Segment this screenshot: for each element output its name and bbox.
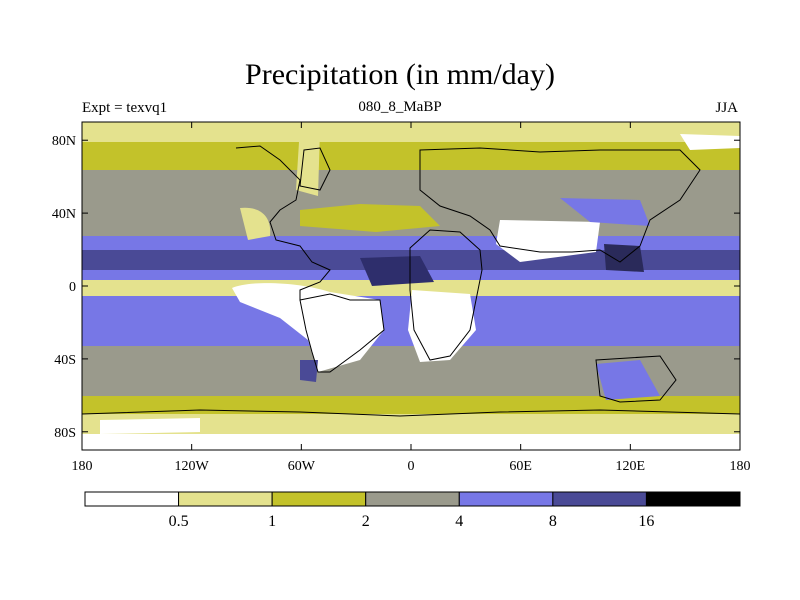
colorbar-threshold-label: 0.5 [169, 513, 189, 530]
lat-tick-label: 40N [52, 207, 76, 222]
lon-tick-label: 180 [730, 459, 751, 474]
wet-region-australia-south [596, 360, 660, 400]
colorbar: 0.5 1 2 4 8 16 [84, 491, 741, 530]
coastline-greenland [299, 147, 331, 191]
subtropical-atlantic [300, 204, 440, 232]
lon-tick-label: 0 [408, 459, 415, 474]
coastline-eurasia [419, 147, 701, 263]
colorbar-swatch-1 [178, 491, 273, 507]
colorbar-threshold-label: 8 [549, 513, 557, 530]
colorbar-swatch-0 [84, 491, 180, 507]
coastlines [82, 145, 740, 417]
map-panel [82, 122, 740, 450]
lon-tick-label: 120W [175, 459, 210, 474]
band-antarctica [82, 434, 740, 450]
coastline-antarctica [82, 409, 740, 417]
coastline-africa [409, 229, 483, 361]
colorbar-threshold-label: 16 [638, 513, 654, 530]
dry-region-southeast-pacific [232, 283, 384, 372]
colorbar-swatch-5 [552, 491, 647, 507]
plot-title: Precipitation (in mm/day) [245, 58, 555, 91]
lon-tick-label: 60E [509, 459, 532, 474]
season-label: JJA [715, 100, 738, 116]
coastline-americas [235, 145, 385, 373]
band-antarctic-margin [82, 414, 740, 434]
colorbar-threshold-label: 2 [362, 513, 370, 530]
colorbar-swatch-3 [365, 491, 460, 507]
colorbar-threshold-label: 4 [455, 513, 463, 530]
lat-tick-label: 80S [54, 426, 76, 441]
dry-region-western-na [240, 207, 271, 240]
colorbar-swatch-4 [458, 491, 554, 507]
lon-tick-label: 180 [72, 459, 93, 474]
wet-region-west-africa [360, 256, 434, 286]
dry-region-greenland [296, 126, 320, 196]
experiment-label: Expt = texvq1 [82, 100, 168, 116]
latitude-axis: 80N 40N 0 40S 80S [52, 134, 740, 441]
coastline-australia [595, 355, 677, 403]
band-arctic [82, 122, 740, 142]
lat-tick-label: 0 [69, 280, 76, 295]
lon-tick-label: 60W [288, 459, 316, 474]
wet-region-south-america-tip [300, 360, 318, 382]
lat-tick-label: 40S [54, 353, 76, 368]
wet-region-monsoon [560, 198, 650, 226]
subtitle-label: 080_8_MaBP [358, 99, 442, 115]
colorbar-swatch-6 [645, 491, 741, 507]
lon-tick-label: 120E [616, 459, 646, 474]
colorbar-threshold-label: 1 [268, 513, 276, 530]
dry-patch-south-pacific [100, 418, 200, 434]
lat-tick-label: 80N [52, 134, 76, 149]
band-southern-ocean [82, 396, 740, 414]
dry-patch-bering [680, 134, 740, 150]
longitude-axis: 180 120W 60W 0 60E 120E 180 [72, 122, 751, 474]
colorbar-swatch-2 [271, 491, 367, 507]
